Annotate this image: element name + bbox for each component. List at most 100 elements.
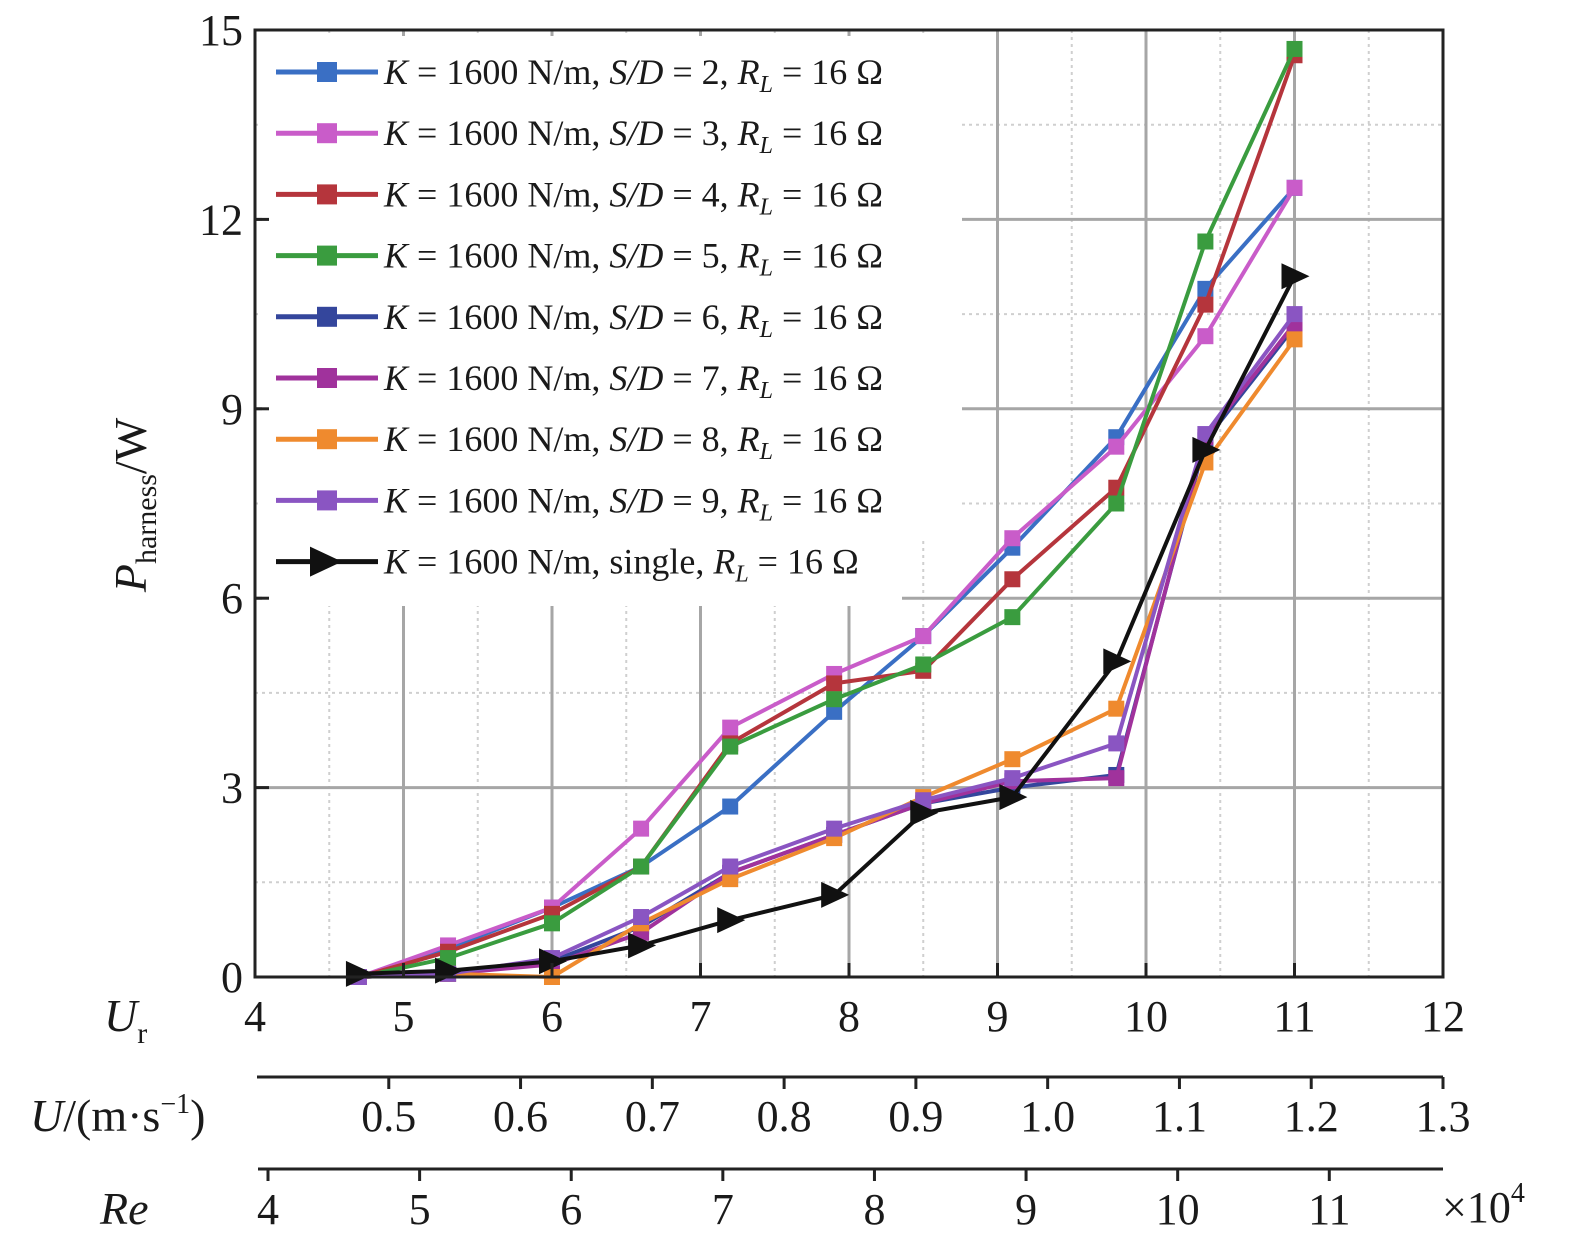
x-tick-label: 12 — [1421, 992, 1465, 1041]
x3-tick-label: 9 — [1015, 1185, 1037, 1234]
data-point — [1192, 436, 1221, 463]
legend-label: K = 1600 N/m, S/D = 6, RL = 16 Ω — [383, 297, 883, 343]
data-point — [628, 932, 657, 959]
legend-marker — [317, 490, 337, 511]
data-point — [722, 738, 739, 755]
x-tick-label: 9 — [987, 992, 1009, 1041]
x3-tick-label: 4 — [257, 1185, 279, 1234]
legend-marker — [317, 245, 337, 266]
data-point — [915, 656, 932, 673]
data-point — [1197, 233, 1214, 250]
data-point — [1286, 40, 1303, 57]
x2-tick-label: 0.5 — [361, 1092, 416, 1141]
data-point — [1108, 770, 1125, 787]
legend-marker — [317, 429, 337, 450]
data-point — [1286, 179, 1303, 196]
data-point — [826, 691, 843, 708]
legend-marker — [317, 62, 337, 82]
data-point — [826, 820, 843, 837]
x2-tick-label: 1.0 — [1020, 1092, 1075, 1141]
x3-tick-label: 11 — [1308, 1185, 1350, 1234]
y-tick-label: 15 — [199, 6, 243, 55]
y-tick-label: 3 — [221, 764, 243, 813]
x2-tick-label: 0.9 — [888, 1092, 943, 1141]
x3-tick-label: 7 — [712, 1185, 734, 1234]
data-point — [826, 675, 843, 692]
x2-tick-label: 1.2 — [1284, 1092, 1339, 1141]
legend-label: K = 1600 N/m, S/D = 3, RL = 16 Ω — [383, 113, 883, 159]
data-point — [1108, 438, 1125, 455]
data-point — [1108, 495, 1125, 512]
x-tick-label: 11 — [1273, 992, 1315, 1041]
x2-tick-label: 0.6 — [493, 1092, 548, 1141]
data-point — [1108, 735, 1125, 752]
x-tick-label: 7 — [690, 992, 712, 1041]
data-point — [722, 871, 739, 888]
data-point — [345, 960, 374, 987]
x-tick-label: 4 — [244, 992, 266, 1041]
legend-label: K = 1600 N/m, S/D = 5, RL = 16 Ω — [383, 236, 883, 282]
data-point — [717, 907, 746, 934]
legend-label: K = 1600 N/m, S/D = 2, RL = 16 Ω — [383, 52, 883, 98]
legend-marker — [317, 306, 337, 327]
x-axis-title-re: Re — [99, 1183, 149, 1234]
data-point — [722, 858, 739, 875]
x-tick-label: 8 — [838, 992, 860, 1041]
data-point — [1197, 296, 1214, 313]
data-point — [1103, 648, 1132, 675]
x3-tick-label: 6 — [560, 1185, 582, 1234]
data-point — [1108, 700, 1125, 717]
y-axis-title: Pharness/W — [105, 417, 163, 593]
legend-marker — [310, 546, 342, 577]
y-tick-label: 6 — [221, 574, 243, 623]
data-point — [1004, 609, 1021, 626]
y-tick-label: 12 — [199, 195, 243, 244]
legend-label: K = 1600 N/m, S/D = 8, RL = 16 Ω — [383, 419, 883, 465]
axes: 0 3 6 9 12 15 Pharness/W 4 5 6 7 8 9 10 11 12 Ur 0.5 0.6 0.… — [30, 6, 1525, 1234]
legend-box — [262, 36, 962, 538]
data-point — [722, 798, 739, 815]
x3-multiplier: ×104 — [1442, 1178, 1525, 1232]
legend-label: K = 1600 N/m, S/D = 4, RL = 16 Ω — [383, 174, 883, 220]
x-tick-label: 10 — [1124, 992, 1168, 1041]
data-point — [539, 948, 567, 975]
data-point — [633, 858, 650, 875]
data-point — [1004, 530, 1021, 547]
legend-marker — [317, 123, 337, 144]
legend-label: K = 1600 N/m, S/D = 7, RL = 16 Ω — [383, 358, 883, 404]
data-point — [544, 915, 560, 932]
legend: K = 1600 N/m, S/D = 2, RL = 16 Ω K = 1600… — [262, 36, 962, 606]
data-point — [1197, 328, 1214, 345]
data-point — [633, 909, 650, 926]
data-point — [999, 784, 1028, 811]
x3-tick-label: 10 — [1156, 1185, 1200, 1234]
data-point — [722, 719, 739, 736]
legend-box-tail — [262, 538, 902, 606]
x2-tick-label: 1.1 — [1152, 1092, 1207, 1141]
data-point — [826, 703, 843, 720]
y-tick-label: 0 — [221, 953, 243, 1002]
legend-label: K = 1600 N/m, single, RL = 16 Ω — [383, 542, 859, 588]
y-tick-label: 9 — [221, 385, 243, 434]
x3-tick-label: 8 — [863, 1185, 885, 1234]
x3-tick-label: 5 — [409, 1185, 431, 1234]
x2-tick-label: 0.8 — [757, 1092, 812, 1141]
legend-marker — [317, 368, 337, 388]
x-tick-label: 5 — [393, 992, 415, 1041]
data-point — [1281, 263, 1310, 290]
x-tick-label: 6 — [541, 992, 563, 1041]
data-point — [915, 628, 932, 645]
x2-tick-label: 0.7 — [625, 1092, 680, 1141]
data-point — [1004, 751, 1021, 768]
x2-tick-label: 1.3 — [1416, 1092, 1471, 1141]
data-point — [821, 881, 850, 908]
data-point — [1004, 770, 1021, 787]
data-point — [1286, 331, 1303, 348]
x-axis-title-u: U/(m·s−1) — [30, 1089, 205, 1141]
data-point — [910, 799, 939, 826]
data-point — [1004, 571, 1021, 588]
legend-label: K = 1600 N/m, S/D = 9, RL = 16 Ω — [383, 480, 883, 526]
legend-marker — [317, 184, 337, 205]
data-point — [633, 820, 650, 837]
